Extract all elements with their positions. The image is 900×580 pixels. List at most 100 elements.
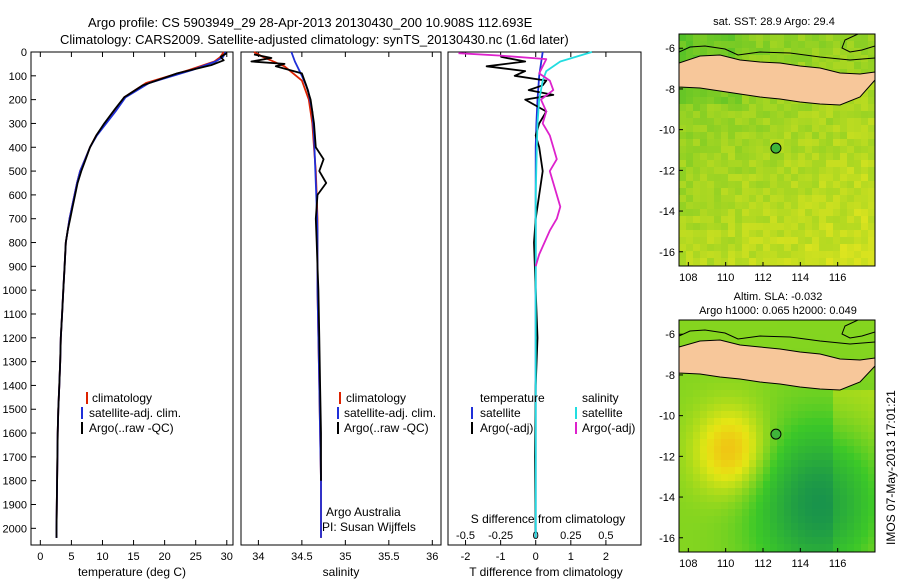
map-cell: [791, 481, 799, 489]
map-cell: [742, 258, 750, 266]
map-cell: [805, 411, 813, 419]
map-cell: [749, 251, 757, 259]
map-cell: [798, 216, 806, 224]
map-cell: [868, 244, 875, 252]
map-cell: [721, 118, 729, 126]
map-cell: [819, 467, 827, 475]
map-y-tick-label: -14: [659, 206, 675, 218]
map-cell: [707, 425, 715, 433]
map-cell: [700, 216, 708, 224]
map-cell: [840, 502, 848, 510]
map-cell: [714, 411, 722, 419]
map-cell: [784, 516, 792, 524]
map-cell: [777, 125, 785, 133]
map-cell: [791, 341, 799, 349]
map-cell: [777, 418, 785, 426]
map-cell: [861, 41, 869, 49]
map-cell: [854, 195, 862, 203]
map-cell: [784, 474, 792, 482]
map-cell: [770, 202, 778, 210]
salinity-x-axis: 34 34.5 35 35.5 36: [252, 52, 438, 563]
map-cell: [700, 104, 708, 112]
map-cell: [749, 111, 757, 119]
map-cell: [868, 537, 875, 545]
series-satellite-adj-clim: [290, 51, 322, 538]
map-cell: [847, 160, 855, 168]
map-cell: [798, 34, 806, 42]
map-cell: [707, 320, 715, 328]
map-cell: [700, 453, 708, 461]
map-cell: [763, 523, 771, 531]
map-cell: [861, 125, 869, 133]
map-cell: [868, 481, 875, 489]
map-cell: [763, 202, 771, 210]
map-cell: [707, 460, 715, 468]
map-cell: [833, 132, 841, 140]
map-cell: [700, 509, 708, 517]
map-cell: [847, 523, 855, 531]
map-cell: [714, 125, 722, 133]
map-cell: [847, 216, 855, 224]
map-cell: [728, 320, 736, 328]
map-cell: [714, 251, 722, 259]
map-cell: [784, 397, 792, 405]
map-cell: [798, 104, 806, 112]
map-cell: [819, 523, 827, 531]
map-y-tick-label: -10: [659, 125, 675, 137]
map-cell: [854, 509, 862, 517]
map-cell: [728, 202, 736, 210]
map-cell: [847, 209, 855, 217]
map-x-tick-label: 108: [679, 558, 697, 570]
map-cell: [686, 118, 694, 126]
map-cell: [805, 174, 813, 182]
map-cell: [861, 118, 869, 126]
map-cell: [700, 404, 708, 412]
map-cell: [700, 174, 708, 182]
map-cell: [735, 55, 743, 63]
map-cell: [784, 258, 792, 266]
map-cell: [854, 97, 862, 105]
map-cell: [805, 523, 813, 531]
map-cell: [714, 404, 722, 412]
map-cell: [735, 502, 743, 510]
map-cell: [805, 474, 813, 482]
map-cell: [742, 467, 750, 475]
map-cell: [840, 397, 848, 405]
map-cell: [700, 97, 708, 105]
map-cell: [868, 523, 875, 531]
map-cell: [854, 425, 862, 433]
map-cell: [861, 439, 869, 447]
map-x-tick-label: 112: [754, 558, 772, 570]
map-cell: [812, 320, 820, 328]
map-cell: [756, 418, 764, 426]
map-cell: [868, 397, 875, 405]
map-y-tick-label: -6: [665, 43, 675, 55]
map-cell: [868, 174, 875, 182]
map-cell: [868, 160, 875, 168]
map-cell: [721, 502, 729, 510]
map-cell: [826, 544, 834, 552]
map-cell: [756, 167, 764, 175]
legend-label-t-argo: Argo(-adj): [480, 421, 533, 435]
map-cell: [840, 62, 848, 70]
map-cell: [833, 432, 841, 440]
map-cell: [700, 418, 708, 426]
map-cell: [847, 327, 855, 335]
map-cell: [854, 153, 862, 161]
map-cell: [819, 195, 827, 203]
map-cell: [798, 153, 806, 161]
map-cell: [735, 327, 743, 335]
map-cell: [861, 327, 869, 335]
x-tick-label: 35.5: [378, 551, 399, 563]
map-cell: [770, 439, 778, 447]
map-cell: [679, 223, 687, 231]
map-cell: [826, 216, 834, 224]
map-cell: [805, 334, 813, 342]
map-cell: [756, 383, 764, 391]
map-cell: [763, 509, 771, 517]
map-cell: [854, 320, 862, 328]
map-cell: [861, 181, 869, 189]
map-cell: [749, 411, 757, 419]
x-tick-label: 10: [96, 551, 108, 563]
map-cell: [770, 474, 778, 482]
